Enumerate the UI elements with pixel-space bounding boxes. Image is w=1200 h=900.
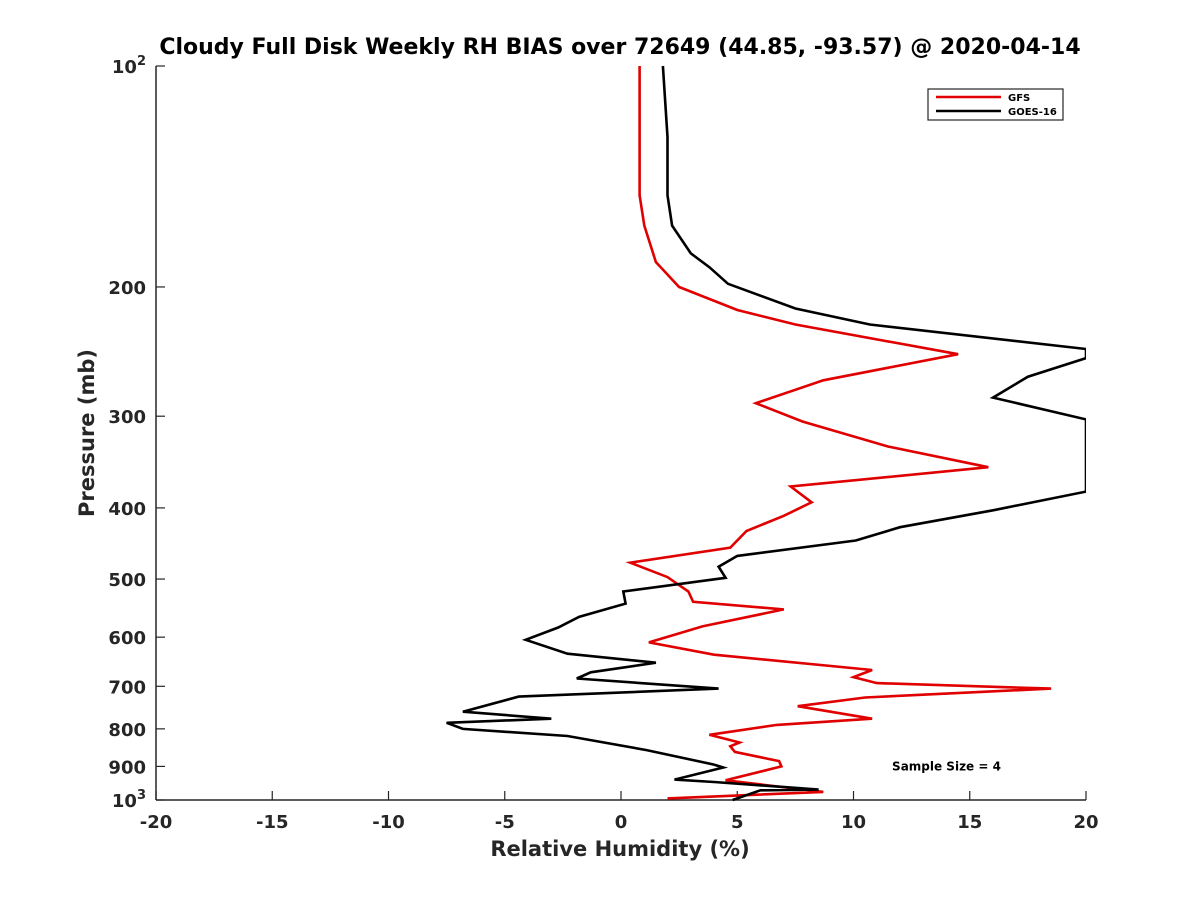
x-tick-label: 10 <box>841 812 866 833</box>
x-axis-label: Relative Humidity (%) <box>490 837 749 861</box>
x-tick-label: -10 <box>372 812 405 833</box>
x-tick-label: 5 <box>731 812 744 833</box>
y-tick-label: 500 <box>108 570 146 591</box>
legend: GFS GOES-16 <box>927 88 1064 121</box>
annotations: Sample Size = 4 <box>892 759 1001 773</box>
series-line-gfs <box>625 66 1052 800</box>
x-tick-label: 15 <box>957 812 982 833</box>
x-tick-label: -5 <box>495 812 515 833</box>
y-axis-label: Pressure (mb) <box>75 349 99 517</box>
x-tick-label: -15 <box>256 812 289 833</box>
series-line-goes-16 <box>446 65 1086 802</box>
sample-size-annotation: Sample Size = 4 <box>892 759 1001 773</box>
y-tick-label: 200 <box>108 278 146 299</box>
plot-area <box>155 66 1086 801</box>
y-tick-label: 900 <box>108 757 146 778</box>
legend-label: GFS <box>1008 93 1030 104</box>
y-tick-label: 102 <box>112 54 146 78</box>
x-tick-label: -20 <box>140 812 173 833</box>
y-tick-label: 700 <box>108 677 146 698</box>
series-layer <box>446 65 1086 802</box>
x-tick-label: 20 <box>1073 812 1098 833</box>
x-tick-label: 0 <box>615 812 628 833</box>
y-tick-label: 600 <box>108 628 146 649</box>
y-tick-label: 103 <box>112 788 146 812</box>
y-tick-label: 400 <box>108 499 146 520</box>
chart-title: Cloudy Full Disk Weekly RH BIAS over 726… <box>159 35 1080 60</box>
legend-box <box>927 88 1064 121</box>
y-tick-label: 800 <box>108 720 146 741</box>
legend-label: GOES-16 <box>1008 107 1057 118</box>
y-axis: 102 200 300 400 500 600 700 800 900 103 <box>108 54 165 812</box>
x-axis: -20 -15 -10 -5 0 5 10 15 20 <box>140 791 1099 833</box>
y-tick-label: 300 <box>108 407 146 428</box>
